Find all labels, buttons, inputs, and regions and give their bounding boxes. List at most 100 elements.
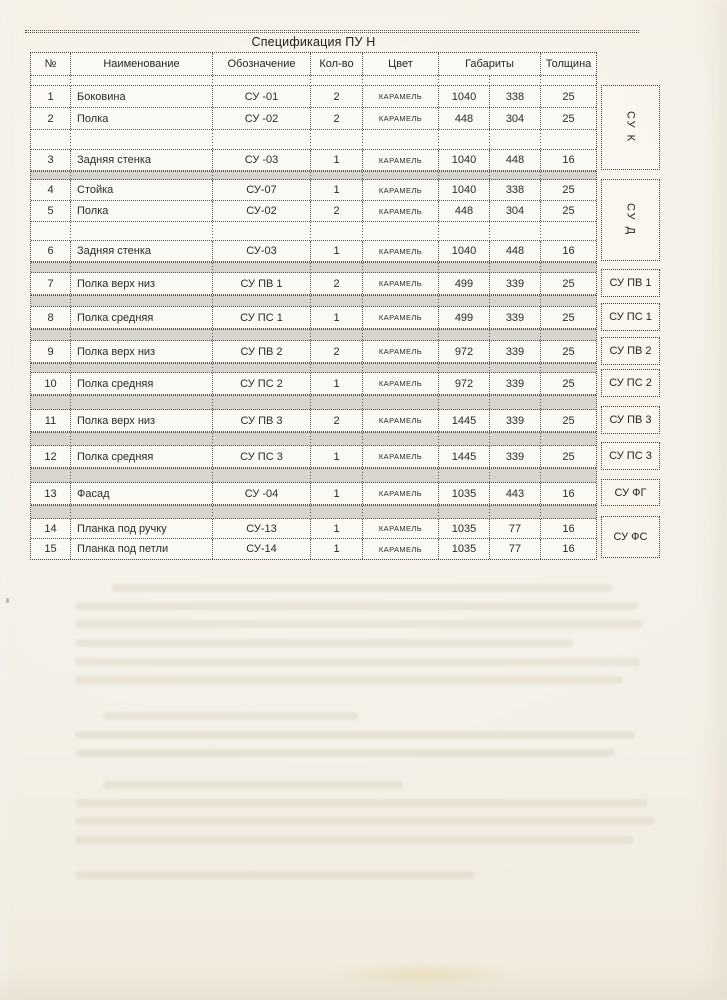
item-qty: 1 xyxy=(311,446,363,467)
item-dim-width: 972 xyxy=(439,341,490,362)
row-number: 1 xyxy=(31,86,71,107)
item-code: СУ-03 xyxy=(213,241,311,261)
group-box-su-d: СУ Д xyxy=(601,179,660,261)
group-label: СУ ПС 3 xyxy=(609,450,652,462)
item-qty: 2 xyxy=(311,86,363,107)
separator-row xyxy=(31,468,596,483)
ghost-text-line xyxy=(103,712,358,720)
ghost-text-line xyxy=(75,731,635,739)
separator-row xyxy=(31,295,596,307)
group-box-su-ps-3: СУ ПС 3 xyxy=(601,442,660,470)
empty-row xyxy=(31,130,596,150)
item-qty: 2 xyxy=(311,108,363,129)
item-qty: 1 xyxy=(311,150,363,170)
empty-row xyxy=(31,222,596,241)
item-dim-height: 443 xyxy=(490,483,541,504)
separator-row xyxy=(31,395,596,410)
row-number: 8 xyxy=(31,307,71,328)
row-number: 14 xyxy=(31,519,71,538)
item-qty: 1 xyxy=(311,373,363,394)
group-label: СУ ПВ 3 xyxy=(609,414,652,426)
item-color: КАРАМЕЛЬ xyxy=(363,108,439,129)
item-dim-width: 1040 xyxy=(439,86,490,107)
column-header-thickness: Толщина xyxy=(545,58,592,70)
item-name: Полка xyxy=(71,108,213,129)
item-color: КАРАМЕЛЬ xyxy=(363,539,439,559)
ghost-text-line xyxy=(103,781,403,789)
item-color: КАРАМЕЛЬ xyxy=(363,410,439,431)
group-box-su-pv-2: СУ ПВ 2 xyxy=(601,337,660,365)
group-box-su-ps-1: СУ ПС 1 xyxy=(601,303,660,331)
item-dim-height: 304 xyxy=(490,201,541,221)
item-dim-width: 1035 xyxy=(439,539,490,559)
item-dim-height: 339 xyxy=(490,341,541,362)
item-code: СУ ПВ 1 xyxy=(213,273,311,294)
item-thickness: 16 xyxy=(562,543,575,555)
column-header-color: Цвет xyxy=(363,53,439,75)
ghost-text-line xyxy=(75,871,475,879)
item-code: СУ ПС 3 xyxy=(213,446,311,467)
table-row: 14 Планка под ручку СУ-13 1 КАРАМЕЛЬ 103… xyxy=(31,519,596,539)
item-dim-height: 448 xyxy=(490,241,541,261)
item-thickness: 25 xyxy=(562,377,575,390)
separator-row xyxy=(31,363,596,373)
paper-smudge xyxy=(330,962,520,988)
group-label: СУ ФГ xyxy=(614,486,647,499)
item-dim-width: 499 xyxy=(439,307,490,328)
paper-speck xyxy=(6,598,9,603)
item-dim-height: 304 xyxy=(490,108,541,129)
item-name: Планка под петли xyxy=(71,539,213,559)
table-row: 6 Задняя стенка СУ-03 1 КАРАМЕЛЬ 1040 44… xyxy=(31,241,596,262)
column-header-code: Обозначение xyxy=(213,53,311,75)
table-row: 7 Полка верх низ СУ ПВ 1 2 КАРАМЕЛЬ 499 … xyxy=(31,273,596,295)
item-dim-height: 339 xyxy=(490,446,541,467)
item-name: Полка верх низ xyxy=(71,273,213,294)
item-thickness: 25 xyxy=(562,311,575,324)
group-box-su-fg: СУ ФГ xyxy=(601,479,660,506)
item-name: Стойка xyxy=(71,180,213,200)
group-box-su-fs: СУ ФС xyxy=(601,516,660,558)
specification-table: № Наименование Обозначение Кол-во Цвет Г… xyxy=(30,52,597,560)
item-code: СУ ПВ 3 xyxy=(213,410,311,431)
ghost-text-line xyxy=(75,749,615,757)
item-dim-width: 972 xyxy=(439,373,490,394)
row-number: 15 xyxy=(31,539,71,559)
table-row: 9 Полка верх низ СУ ПВ 2 2 КАРАМЕЛЬ 972 … xyxy=(31,341,596,363)
item-thickness: 16 xyxy=(562,487,575,500)
item-qty: 1 xyxy=(311,307,363,328)
ghost-text-line xyxy=(75,620,643,628)
group-box-su-pv-1: СУ ПВ 1 xyxy=(601,269,660,297)
table-header-row: № Наименование Обозначение Кол-во Цвет Г… xyxy=(31,53,596,76)
item-dim-height: 339 xyxy=(490,307,541,328)
row-number: 6 xyxy=(31,241,71,261)
group-label: СУ ПС 1 xyxy=(609,311,652,323)
item-thickness: 25 xyxy=(562,277,575,290)
item-code: СУ ПС 1 xyxy=(213,307,311,328)
column-header-dims: Габариты xyxy=(439,53,541,75)
item-name: Планка под ручку xyxy=(71,519,213,538)
item-color: КАРАМЕЛЬ xyxy=(363,86,439,107)
item-code: СУ -01 xyxy=(213,86,311,107)
ghost-text-line xyxy=(75,602,638,610)
separator-row xyxy=(31,505,596,519)
group-box-su-k: СУ К xyxy=(601,85,660,170)
item-thickness: 16 xyxy=(562,245,575,257)
ghost-text-line xyxy=(75,817,655,825)
item-thickness: 25 xyxy=(562,112,575,125)
item-name: Фасад xyxy=(71,483,213,504)
row-number: 2 xyxy=(31,108,71,129)
item-dim-height: 338 xyxy=(490,180,541,200)
item-thickness: 25 xyxy=(562,345,575,358)
row-number: 13 xyxy=(31,483,71,504)
table-row: 15 Планка под петли СУ-14 1 КАРАМЕЛЬ 103… xyxy=(31,539,596,559)
item-thickness: 25 xyxy=(562,414,575,427)
item-qty: 1 xyxy=(311,483,363,504)
item-dim-height: 448 xyxy=(490,150,541,170)
row-number: 9 xyxy=(31,341,71,362)
separator-row xyxy=(31,329,596,341)
table-row: 11 Полка верх низ СУ ПВ 3 2 КАРАМЕЛЬ 144… xyxy=(31,410,596,432)
item-thickness: 16 xyxy=(562,154,575,166)
item-thickness: 25 xyxy=(562,450,575,463)
item-name: Полка средняя xyxy=(71,446,213,467)
